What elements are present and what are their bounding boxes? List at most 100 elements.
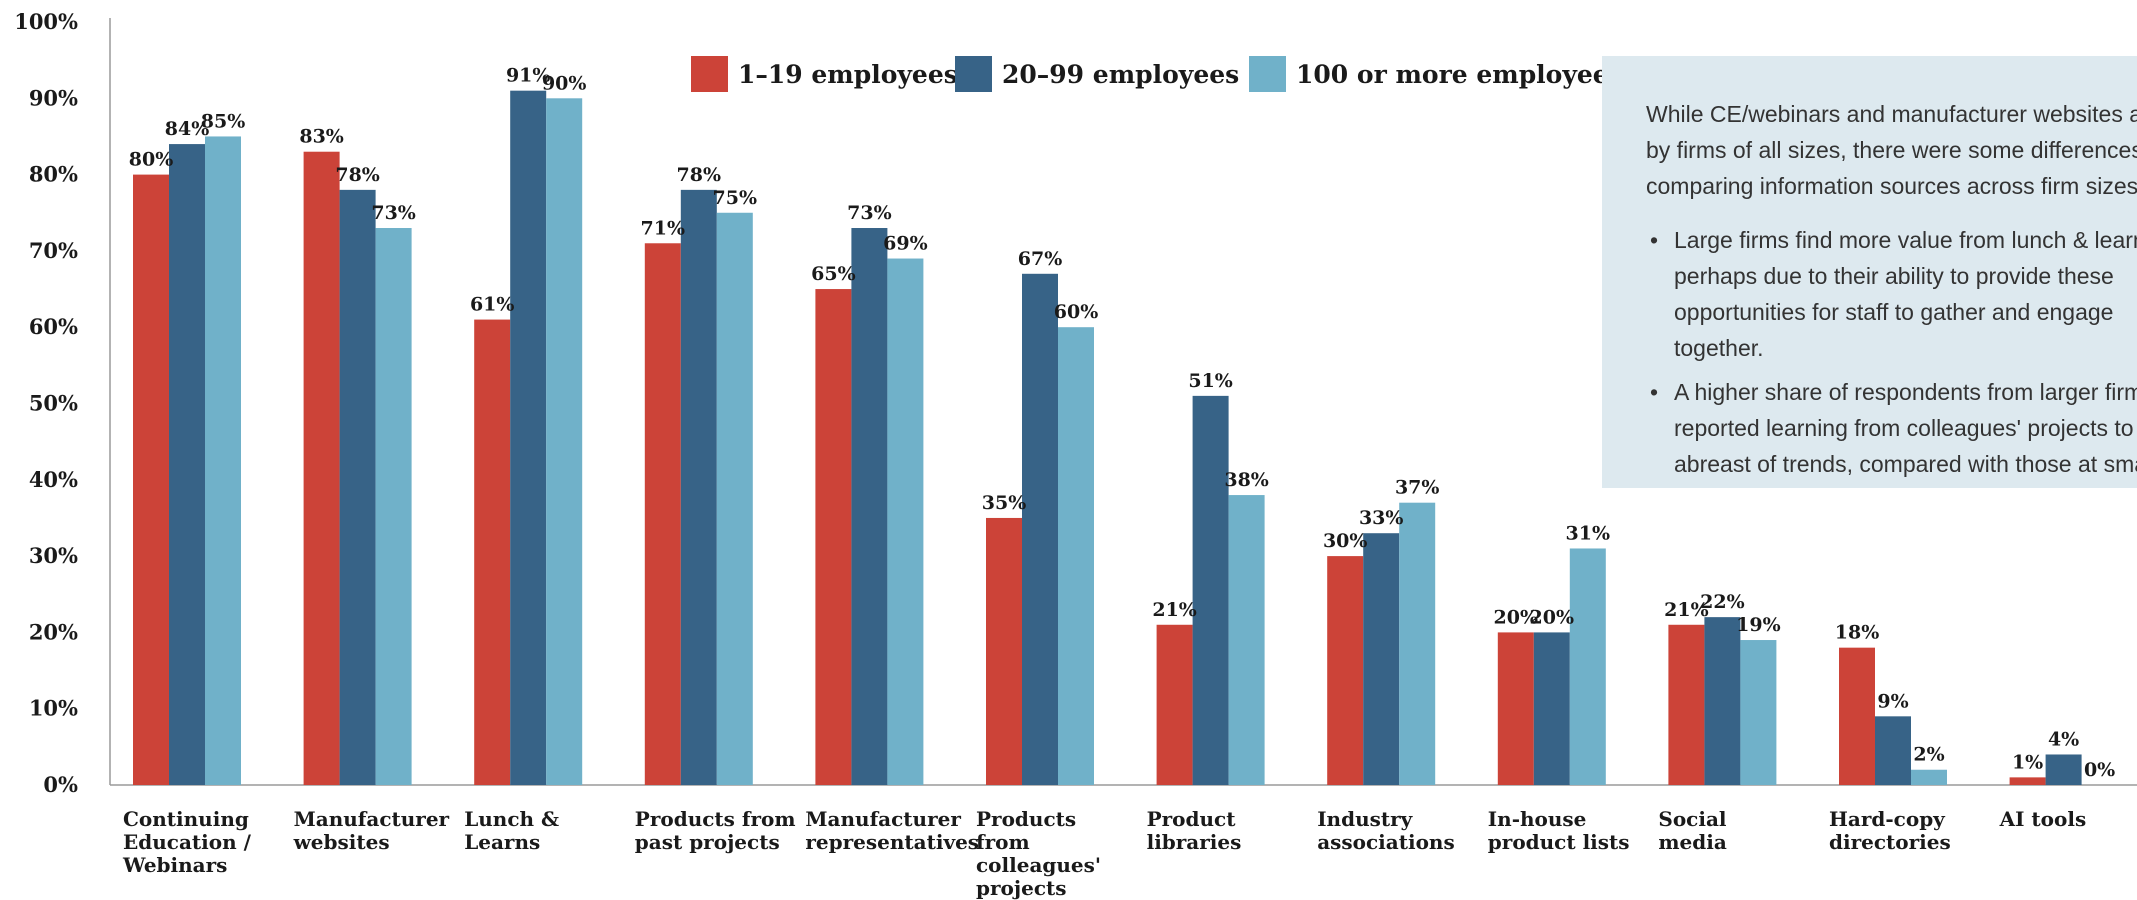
legend-swatch	[1249, 56, 1286, 92]
category-label-line: Product	[1147, 807, 1237, 831]
category-label: Lunch & Learns	[464, 807, 559, 854]
y-axis: 0% 10% 20% 30% 40% 50% 60% 70% 80% 90% 100%	[14, 9, 2137, 797]
category-label-line: projects	[976, 876, 1067, 900]
data-label: 33%	[1359, 507, 1404, 529]
bar	[986, 517, 1022, 785]
data-label: 22%	[1700, 591, 1745, 613]
bar	[546, 98, 583, 786]
bar	[1156, 624, 1193, 785]
bar	[887, 258, 924, 785]
data-label: 65%	[811, 263, 856, 285]
callout-intro: While CE/webinars and manufacturer websi…	[1646, 101, 2137, 199]
bar	[1740, 640, 1777, 785]
y-tick-label: 100%	[14, 9, 78, 34]
bar	[1022, 273, 1058, 785]
data-label: 78%	[677, 164, 722, 186]
bar	[1911, 769, 1947, 785]
y-tick-label: 60%	[29, 314, 78, 339]
callout-box: While CE/webinars and manufacturer websi…	[1602, 56, 2137, 488]
category-label: Products from colleagues' projects	[976, 807, 1101, 900]
bar	[133, 174, 169, 786]
category-label: Manufacturer representatives	[805, 807, 979, 854]
bar	[303, 151, 340, 785]
callout-bullet: A higher share of respondents from large…	[1646, 374, 2137, 488]
category-label-line: AI tools	[1999, 807, 2087, 831]
category-label-line: Education /	[123, 830, 252, 854]
y-tick-label: 30%	[29, 543, 78, 568]
data-label: 85%	[201, 110, 246, 132]
bar	[339, 189, 376, 786]
category-label: Continuing Education / Webinars	[122, 807, 252, 877]
data-label: 21%	[1152, 599, 1197, 621]
data-label: 73%	[371, 202, 416, 224]
bar	[1228, 495, 1265, 785]
category-label-line: Continuing	[123, 807, 249, 831]
category-label-line: media	[1658, 830, 1726, 854]
category-label: Industry associations	[1317, 807, 1455, 854]
y-tick-label: 40%	[29, 467, 78, 492]
data-label: 69%	[883, 233, 928, 255]
bar	[644, 243, 681, 785]
bar	[205, 136, 241, 785]
category-label: In-house product lists	[1488, 807, 1630, 854]
y-tick-label: 10%	[29, 696, 78, 721]
category-label-line: associations	[1317, 830, 1455, 854]
bar	[1875, 716, 1911, 785]
y-tick-label: 70%	[29, 238, 78, 263]
bar	[2045, 754, 2082, 785]
callout-bullets: Large firms find more value from lunch &…	[1646, 222, 2137, 488]
bar	[1533, 632, 1570, 785]
bar	[2009, 777, 2046, 785]
bar	[716, 212, 753, 785]
data-label: 84%	[165, 118, 210, 140]
bar	[169, 144, 205, 785]
category-label: Hard-copy directories	[1829, 807, 1951, 854]
data-label: 2%	[1913, 744, 1944, 766]
category-label-line: Manufacturer	[294, 807, 450, 831]
data-label: 51%	[1188, 370, 1233, 392]
data-label: 90%	[542, 72, 587, 94]
category-label: AI tools	[1999, 807, 2087, 831]
y-tick-label: 80%	[29, 162, 78, 187]
category-label: Social media	[1658, 807, 1727, 854]
category-label-line: websites	[293, 830, 390, 854]
category-label-line: Learns	[464, 830, 540, 854]
y-tick-label: 0%	[43, 772, 78, 797]
data-label: 1%	[2012, 751, 2043, 773]
data-label: 31%	[1566, 522, 1611, 544]
category-label-line: In-house	[1488, 807, 1587, 831]
x-axis-labels: Continuing Education / Webinars Manufacture…	[122, 807, 2086, 900]
data-labels: 80%84%85%83%78%73%61%91%90%71%78%75%65%7…	[129, 65, 2115, 781]
data-label: 80%	[129, 149, 174, 171]
data-label: 67%	[1018, 248, 1063, 270]
category-label-line: Manufacturer	[805, 807, 961, 831]
category-label-line: Webinars	[122, 853, 227, 877]
data-label: 75%	[713, 187, 758, 209]
bar	[1668, 624, 1705, 785]
y-tick-label: 50%	[29, 391, 78, 416]
category-label-line: directories	[1829, 830, 1951, 854]
category-label-line: Products	[976, 807, 1076, 831]
category-label-line: past projects	[635, 830, 780, 854]
legend-label: 20–99 employees	[1002, 60, 1239, 89]
bar	[474, 319, 511, 785]
category-label-line: Industry	[1317, 807, 1413, 831]
bar	[680, 189, 717, 786]
legend-label: 1–19 employees	[738, 60, 958, 89]
category-label-line: colleagues'	[976, 853, 1101, 877]
bar	[510, 90, 547, 786]
bar	[1497, 632, 1534, 785]
data-label: 78%	[335, 164, 380, 186]
data-label: 30%	[1323, 530, 1368, 552]
data-label: 91%	[506, 65, 551, 87]
data-label: 83%	[299, 126, 344, 148]
data-label: 60%	[1054, 301, 1099, 323]
data-label: 18%	[1835, 622, 1880, 644]
data-label: 19%	[1736, 614, 1781, 636]
category-label-line: product lists	[1488, 830, 1630, 854]
data-label: 0%	[2084, 759, 2115, 781]
data-label: 20%	[1494, 606, 1539, 628]
data-label: 35%	[982, 492, 1027, 514]
bar	[1839, 647, 1875, 785]
